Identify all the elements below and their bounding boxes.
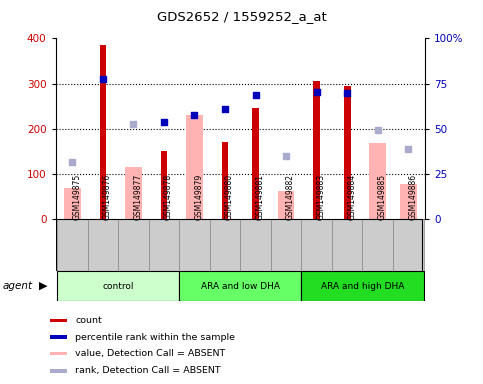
Text: GSM149884: GSM149884 [347, 174, 356, 220]
Bar [50, 352, 67, 355]
Point [374, 127, 382, 133]
Bar [222, 142, 228, 219]
Bar [393, 219, 424, 271]
Bar [210, 219, 241, 271]
Bar [179, 271, 301, 301]
Text: GSM149881: GSM149881 [256, 174, 265, 220]
Bar [332, 219, 362, 271]
Text: GSM149877: GSM149877 [133, 174, 142, 220]
Text: GSM149876: GSM149876 [103, 174, 112, 220]
Bar [301, 219, 332, 271]
Text: GSM149879: GSM149879 [195, 174, 203, 220]
Bar [301, 271, 424, 301]
Point [313, 89, 321, 95]
Bar [344, 86, 351, 219]
Text: rank, Detection Call = ABSENT: rank, Detection Call = ABSENT [75, 366, 221, 375]
Text: agent: agent [2, 281, 32, 291]
Text: GSM149883: GSM149883 [317, 174, 326, 220]
Bar [252, 108, 259, 219]
Bar [99, 45, 106, 219]
Text: ▶: ▶ [39, 281, 48, 291]
Text: GSM149882: GSM149882 [286, 174, 295, 220]
Text: GDS2652 / 1559252_a_at: GDS2652 / 1559252_a_at [156, 10, 327, 23]
Text: ARA and low DHA: ARA and low DHA [201, 281, 280, 291]
Bar [50, 336, 67, 339]
Text: GSM149875: GSM149875 [72, 174, 81, 220]
Text: count: count [75, 316, 102, 325]
Bar [149, 219, 179, 271]
Point [343, 89, 351, 96]
Bar [369, 143, 386, 219]
Point [221, 106, 229, 112]
Point [404, 146, 412, 152]
Text: percentile rank within the sample: percentile rank within the sample [75, 333, 235, 342]
Bar [57, 271, 179, 301]
Bar [186, 115, 203, 219]
Point [282, 152, 290, 159]
Point [99, 76, 107, 82]
Point [160, 119, 168, 125]
Point [129, 121, 137, 127]
Text: GSM149886: GSM149886 [408, 174, 417, 220]
Bar [362, 219, 393, 271]
Point [191, 112, 199, 118]
Bar [64, 188, 81, 219]
Bar [179, 219, 210, 271]
Bar [241, 219, 271, 271]
Bar [160, 151, 167, 219]
Bar [400, 184, 417, 219]
Text: ARA and high DHA: ARA and high DHA [321, 281, 404, 291]
Bar [313, 81, 320, 219]
Text: value, Detection Call = ABSENT: value, Detection Call = ABSENT [75, 349, 225, 358]
Bar [87, 219, 118, 271]
Text: control: control [102, 281, 134, 291]
Text: GSM149880: GSM149880 [225, 174, 234, 220]
Point [252, 92, 259, 98]
Bar [57, 219, 87, 271]
Bar [50, 369, 67, 372]
Bar [50, 319, 67, 322]
Bar [278, 191, 295, 219]
Bar [125, 167, 142, 219]
Text: GSM149878: GSM149878 [164, 174, 173, 220]
Point [69, 159, 76, 166]
Bar [118, 219, 149, 271]
Bar [271, 219, 301, 271]
Text: GSM149885: GSM149885 [378, 174, 387, 220]
